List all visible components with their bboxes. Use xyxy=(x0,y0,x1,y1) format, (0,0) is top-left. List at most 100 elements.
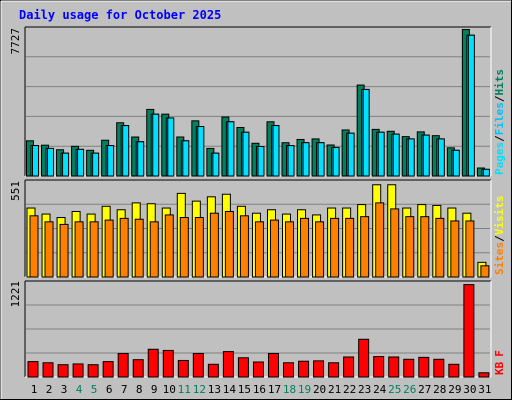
bar-sites-day-5 xyxy=(89,221,99,278)
bar-pages-day-9 xyxy=(152,113,160,177)
bar-kbytes-day-7 xyxy=(117,353,129,378)
bar-pages-day-22 xyxy=(347,132,355,177)
bar-kbytes-day-10 xyxy=(162,349,174,378)
day-label-3: 3 xyxy=(61,383,68,396)
day-label-19: 19 xyxy=(298,383,311,396)
bar-kbytes-day-11 xyxy=(177,359,189,378)
bar-sites-day-31 xyxy=(480,265,490,278)
bar-sites-day-12 xyxy=(194,217,204,278)
bar-sites-day-25 xyxy=(390,208,400,278)
bar-pages-day-19 xyxy=(302,142,310,177)
ymax-label-hits: 7727 xyxy=(9,28,22,55)
bar-kbytes-day-15 xyxy=(237,357,249,378)
bar-sites-day-21 xyxy=(330,217,340,278)
x-axis-day-labels: 1 2 3 4 5 6 7 8 9 10 11 12 13 14 15 16 17 18 19 20 21 22 23 24 2… xyxy=(31,383,492,396)
day-label-24: 24 xyxy=(373,383,387,396)
bar-kbytes-day-18 xyxy=(283,362,295,378)
bar-pages-day-24 xyxy=(377,131,385,177)
legend-sites: Sites xyxy=(493,242,506,275)
bar-sites-day-27 xyxy=(420,216,430,278)
legend-pages: Pages xyxy=(493,142,506,175)
bar-pages-day-21 xyxy=(332,146,340,177)
day-label-27: 27 xyxy=(418,383,431,396)
bar-sites-day-7 xyxy=(119,217,129,278)
bar-sites-day-19 xyxy=(300,217,310,278)
bar-kbytes-day-9 xyxy=(147,348,159,378)
bar-sites-day-28 xyxy=(435,217,445,278)
bar-pages-day-4 xyxy=(77,148,85,177)
bar-sites-day-11 xyxy=(179,217,189,278)
legend-f: F xyxy=(493,350,506,357)
day-label-16: 16 xyxy=(253,383,266,396)
bar-kbytes-day-1 xyxy=(27,361,39,378)
bar-pages-day-1 xyxy=(32,145,39,177)
legend-kbytes: KB F xyxy=(493,350,506,375)
bar-pages-day-28 xyxy=(437,138,445,177)
bar-pages-day-30 xyxy=(467,34,475,177)
bar-pages-day-17 xyxy=(272,125,280,177)
legend-sep: / xyxy=(493,135,506,142)
bar-pages-day-8 xyxy=(137,141,145,177)
bar-sites-day-23 xyxy=(360,216,370,278)
bar-kbytes-day-31 xyxy=(478,372,490,378)
day-label-30: 30 xyxy=(463,383,476,396)
bar-sites-day-30 xyxy=(465,220,475,278)
bar-sites-day-10 xyxy=(164,214,174,278)
day-label-31: 31 xyxy=(478,383,491,396)
bar-sites-day-14 xyxy=(224,210,234,278)
bar-sites-day-15 xyxy=(239,215,249,278)
bar-kbytes-day-22 xyxy=(343,356,355,378)
legend-visits: Visits xyxy=(493,196,506,236)
bar-kbytes-day-26 xyxy=(403,358,415,378)
bar-pages-day-20 xyxy=(317,142,325,177)
day-label-11: 11 xyxy=(178,383,191,396)
bar-kbytes-day-21 xyxy=(328,362,340,378)
day-label-20: 20 xyxy=(313,383,326,396)
bar-pages-day-3 xyxy=(62,152,70,177)
legend-sep: / xyxy=(493,95,506,102)
bar-pages-day-23 xyxy=(362,88,370,177)
day-label-7: 7 xyxy=(121,383,128,396)
bar-kbytes-day-28 xyxy=(433,358,445,378)
day-label-2: 2 xyxy=(46,383,53,396)
bar-kbytes-day-6 xyxy=(102,361,114,378)
bar-sites-day-9 xyxy=(149,221,159,278)
panel-hits-files-pages xyxy=(24,26,492,177)
bar-pages-day-2 xyxy=(47,147,55,177)
bar-sites-day-13 xyxy=(209,212,219,278)
bar-sites-day-24 xyxy=(375,202,385,278)
bar-pages-day-6 xyxy=(107,145,115,177)
legend-hits: Hits xyxy=(493,69,506,96)
bar-sites-day-26 xyxy=(405,216,415,278)
day-label-23: 23 xyxy=(358,383,371,396)
bar-kbytes-day-3 xyxy=(57,364,69,378)
day-label-9: 9 xyxy=(151,383,158,396)
bar-kbytes-day-2 xyxy=(42,362,54,378)
day-label-28: 28 xyxy=(433,383,446,396)
panel-visits-sites xyxy=(24,179,492,278)
bar-kbytes-day-23 xyxy=(358,338,370,378)
day-label-1: 1 xyxy=(31,383,38,396)
bar-pages-day-25 xyxy=(392,133,400,177)
bar-sites-day-3 xyxy=(59,223,69,278)
bar-pages-day-10 xyxy=(167,117,175,177)
day-label-6: 6 xyxy=(106,383,113,396)
day-label-12: 12 xyxy=(193,383,206,396)
bar-sites-day-22 xyxy=(345,217,355,278)
bar-sites-day-18 xyxy=(285,221,295,278)
bar-kbytes-day-27 xyxy=(418,356,430,378)
legend-files: Files xyxy=(493,102,506,135)
legend-sep: / xyxy=(493,235,506,242)
bar-pages-day-5 xyxy=(92,152,100,177)
legend-visits-sites: Sites/Visits xyxy=(493,196,506,276)
bar-kbytes-day-24 xyxy=(373,356,385,378)
bar-kbytes-day-5 xyxy=(87,364,99,378)
bar-kbytes-day-4 xyxy=(72,363,84,378)
bar-sites-day-29 xyxy=(450,220,460,278)
bar-kbytes-day-19 xyxy=(298,360,310,378)
bar-kbytes-day-14 xyxy=(222,351,234,378)
day-label-29: 29 xyxy=(448,383,461,396)
bar-pages-day-26 xyxy=(407,138,415,177)
panel-kbytes xyxy=(24,280,492,378)
day-label-13: 13 xyxy=(208,383,221,396)
